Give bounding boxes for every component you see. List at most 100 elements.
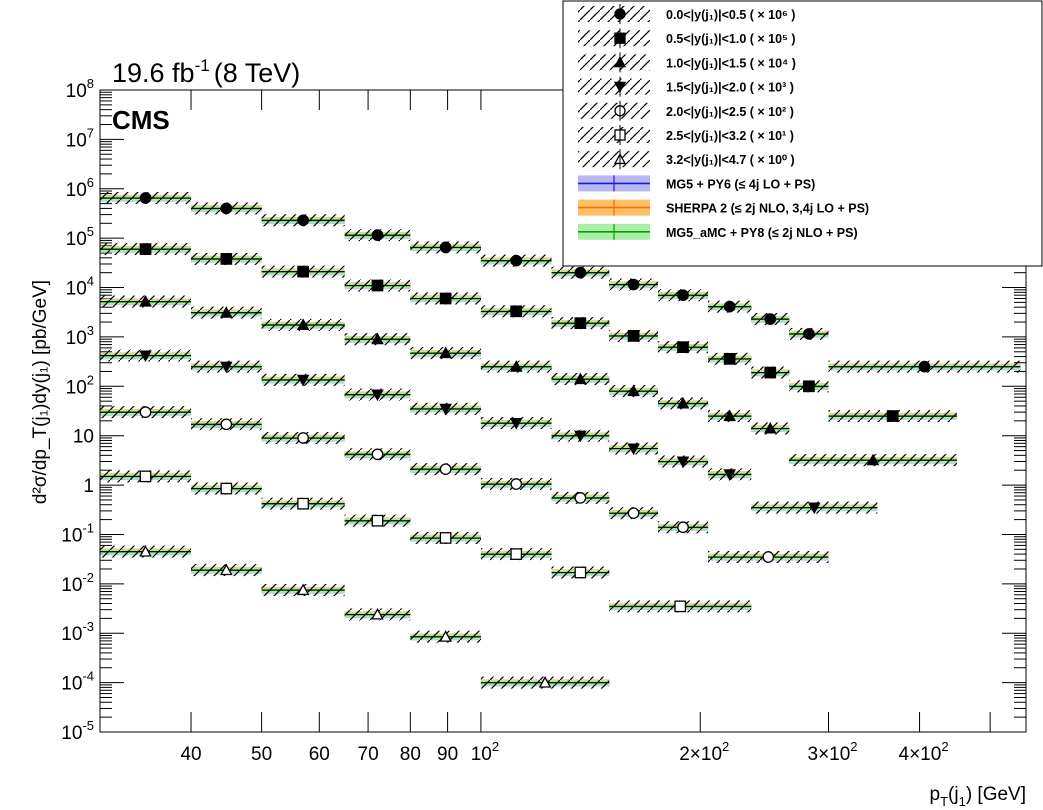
data-point bbox=[371, 448, 384, 461]
y-tick-label: 10-5 bbox=[61, 718, 94, 744]
data-point bbox=[139, 350, 152, 363]
y-tick-label: 10 bbox=[73, 427, 94, 448]
data-point bbox=[510, 478, 523, 490]
legend-label: 1.0<|y(j₁)|<1.5 ( × 10⁴ ) bbox=[666, 56, 796, 70]
data-point bbox=[371, 332, 384, 345]
y-tick-mantissa: 10 bbox=[61, 525, 82, 546]
y-tick-exponent: 2 bbox=[87, 372, 94, 387]
x-tick-exponent: 2 bbox=[492, 739, 499, 754]
data-point bbox=[510, 305, 523, 318]
data-point bbox=[220, 563, 233, 576]
legend-hatch bbox=[578, 127, 650, 143]
data-point bbox=[574, 492, 587, 504]
data-point bbox=[627, 507, 640, 520]
data-point bbox=[139, 470, 152, 483]
x-tick-exponent: 2 bbox=[722, 739, 729, 754]
y-tick-exponent: 7 bbox=[87, 125, 94, 140]
y-tick-label: 108 bbox=[66, 76, 94, 102]
y-tick-mantissa: 10 bbox=[73, 427, 94, 448]
y-tick-mantissa: 10 bbox=[61, 674, 82, 695]
data-point bbox=[297, 214, 309, 227]
y-tick-mantissa: 10 bbox=[66, 81, 87, 102]
data-point bbox=[764, 313, 777, 325]
data-point bbox=[296, 583, 310, 596]
data-point bbox=[763, 421, 777, 434]
legend-label: 2.5<|y(j₁)|<3.2 ( × 10¹ ) bbox=[666, 129, 794, 143]
data-point bbox=[574, 372, 587, 385]
x-tick-label: 3×102 bbox=[808, 739, 858, 765]
data-point bbox=[439, 463, 452, 476]
legend-label: 0.5<|y(j₁)|<1.0 ( × 10⁵ ) bbox=[666, 32, 796, 46]
y-tick-exponent: 5 bbox=[87, 224, 94, 239]
data-point bbox=[371, 229, 384, 242]
data-point bbox=[764, 366, 777, 379]
data-point bbox=[371, 607, 384, 620]
x-tick-mantissa: 3×10 bbox=[808, 744, 851, 765]
data-point bbox=[803, 380, 815, 393]
data-point bbox=[866, 453, 880, 466]
x-tick-label: 40 bbox=[180, 744, 201, 765]
data-point bbox=[627, 443, 640, 456]
legend-label: 0.0<|y(j₁)|<0.5 ( × 10⁶ ) bbox=[666, 8, 795, 22]
data-point bbox=[918, 360, 931, 373]
x-tick-label: 60 bbox=[309, 744, 330, 765]
data-point bbox=[439, 532, 452, 544]
x-axis-title: pT(j1) [GeV] bbox=[929, 784, 1026, 809]
data-point bbox=[574, 430, 587, 443]
data-point bbox=[723, 469, 736, 481]
y-tick-mantissa: 10 bbox=[61, 575, 82, 596]
y-tick-exponent: -2 bbox=[82, 570, 94, 585]
legend-hatch bbox=[578, 54, 650, 71]
y-tick-exponent: 6 bbox=[87, 175, 94, 190]
x-tick-label: 2×102 bbox=[679, 739, 729, 765]
y-tick-label: 1 bbox=[83, 476, 94, 497]
data-point bbox=[297, 497, 309, 510]
y-tick-exponent: -3 bbox=[82, 619, 94, 634]
series-4 bbox=[100, 406, 829, 563]
x-tick-label: 80 bbox=[400, 744, 421, 765]
data-point bbox=[296, 318, 310, 330]
data-point bbox=[574, 317, 587, 330]
legend-label: MG5 + PY6 (≤ 4j LO + PS) bbox=[666, 177, 815, 191]
data-point bbox=[509, 360, 523, 372]
data-point bbox=[574, 566, 587, 579]
y-tick-exponent: 4 bbox=[87, 274, 94, 289]
y-tick-mantissa: 10 bbox=[66, 279, 87, 300]
data-point bbox=[676, 396, 690, 409]
y-tick-label: 106 bbox=[66, 175, 94, 201]
y-tick-label: 104 bbox=[66, 274, 94, 300]
data-point bbox=[220, 482, 233, 495]
legend-label: 1.5<|y(j₁)|<2.0 ( × 10³ ) bbox=[666, 81, 794, 95]
data-point bbox=[677, 289, 689, 302]
x-tick-label: 4×102 bbox=[899, 739, 949, 765]
data-point bbox=[220, 418, 233, 431]
data-point bbox=[807, 502, 821, 515]
data-point bbox=[297, 432, 309, 444]
data-point bbox=[723, 300, 736, 313]
data-point bbox=[220, 202, 233, 215]
data-point bbox=[371, 389, 384, 402]
experiment-label: CMS bbox=[112, 105, 170, 135]
y-tick-mantissa: 10 bbox=[61, 723, 82, 744]
legend-hatch bbox=[578, 102, 650, 119]
y-tick-label: 102 bbox=[66, 372, 94, 398]
y-tick-label: 10-2 bbox=[61, 570, 94, 596]
x-tick-mantissa: 4×10 bbox=[899, 744, 942, 765]
data-point bbox=[139, 192, 152, 204]
x-tick-label: 50 bbox=[251, 744, 272, 765]
data-point bbox=[627, 384, 640, 397]
data-point bbox=[220, 361, 233, 374]
data-point bbox=[723, 352, 736, 365]
data-point bbox=[297, 265, 309, 278]
data-point bbox=[762, 551, 775, 563]
y-tick-label: 10-1 bbox=[61, 520, 94, 546]
y-tick-exponent: 3 bbox=[87, 323, 94, 338]
data-point bbox=[139, 406, 152, 418]
data-point bbox=[220, 306, 233, 318]
data-point bbox=[723, 409, 736, 422]
series-6 bbox=[100, 545, 610, 689]
axis-labels: 10810710610510410310210110-110-210-310-4… bbox=[61, 76, 948, 765]
data-point bbox=[439, 346, 452, 359]
legend-label: SHERPA 2 (≤ 2j NLO, 3,4j LO + PS) bbox=[666, 202, 869, 216]
data-point bbox=[803, 328, 815, 340]
